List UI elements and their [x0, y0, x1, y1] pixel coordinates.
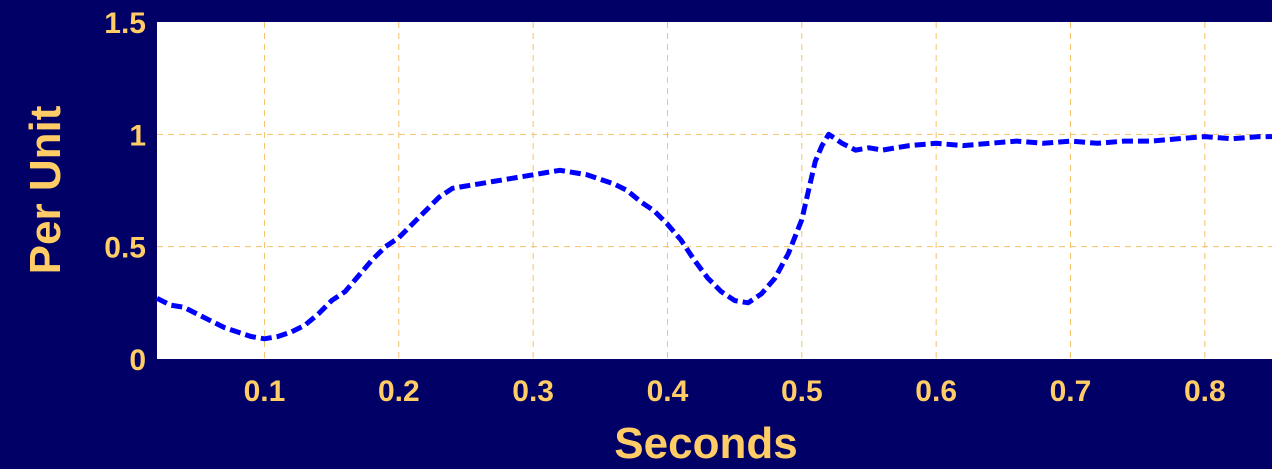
x-tick-label: 0.6 — [915, 375, 957, 408]
x-tick-label: 0.1 — [244, 375, 286, 408]
y-tick-labels: 0 0.5 1 1.5 — [104, 7, 146, 377]
grid-lines — [157, 22, 1272, 359]
y-tick-label: 0.5 — [104, 232, 146, 265]
plot-area — [157, 22, 1272, 359]
y-tick-label: 0 — [129, 344, 146, 377]
x-tick-label: 0.3 — [512, 375, 554, 408]
x-tick-label: 0.5 — [781, 375, 823, 408]
series-line — [155, 131, 1272, 342]
x-tick-label: 0.8 — [1184, 375, 1226, 408]
x-tick-label: 0.7 — [1050, 375, 1092, 408]
data-series — [155, 131, 1272, 342]
x-axis-label: Seconds — [614, 419, 797, 468]
x-tick-label: 0.2 — [378, 375, 420, 408]
y-tick-label: 1.5 — [104, 7, 146, 40]
y-tick-label: 1 — [129, 119, 146, 152]
x-tick-label: 0.4 — [647, 375, 689, 408]
y-axis-label: Per Unit — [21, 105, 70, 274]
x-tick-labels: 0.1 0.2 0.3 0.4 0.5 0.6 0.7 0.8 — [244, 375, 1226, 408]
